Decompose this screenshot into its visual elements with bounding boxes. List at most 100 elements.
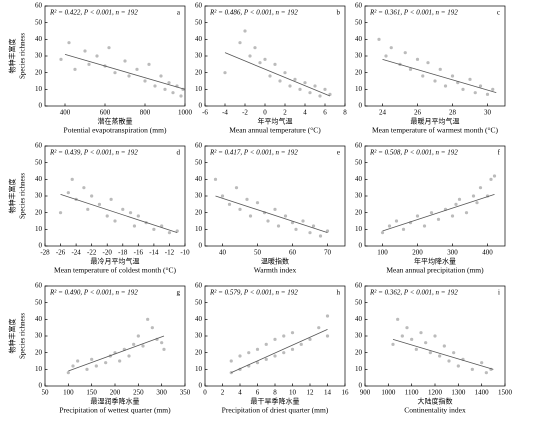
point: [136, 334, 140, 338]
y-tick-label: 50: [35, 158, 43, 166]
x-tick-label: 12: [307, 389, 315, 397]
point: [298, 87, 302, 91]
point: [160, 341, 164, 345]
point: [424, 341, 428, 345]
point: [308, 337, 312, 341]
y-tick-label: 20: [35, 68, 43, 76]
point: [325, 314, 330, 318]
point: [253, 46, 257, 50]
panel-letter: a: [177, 9, 181, 17]
y-tick-label: 50: [35, 18, 43, 26]
point: [104, 361, 108, 365]
x-label-zh: 最暖月平均气温: [411, 117, 460, 126]
point: [66, 371, 70, 375]
x-tick-label: -4: [222, 109, 228, 117]
y-tick-label: 40: [355, 35, 363, 43]
point: [229, 359, 233, 363]
point: [325, 334, 330, 338]
x-tick-label: -26: [56, 249, 66, 257]
point: [258, 61, 262, 65]
point: [464, 211, 469, 215]
point: [223, 71, 227, 75]
point: [71, 364, 75, 368]
plot-frame: [204, 145, 346, 247]
point: [468, 77, 472, 81]
x-label-en: Continentality index: [404, 406, 466, 415]
x-label-en: Warmth index: [254, 266, 297, 275]
point: [255, 361, 260, 365]
x-tick-label: 1400: [475, 389, 490, 397]
point: [389, 46, 393, 50]
point: [433, 79, 437, 83]
point: [150, 326, 154, 330]
x-tick-label: 300: [156, 389, 167, 397]
point: [491, 87, 495, 91]
point: [450, 74, 455, 78]
y-tick-label: 60: [35, 142, 43, 150]
x-tick-label: 10: [289, 389, 297, 397]
panel-letter: f: [498, 149, 501, 157]
point: [470, 367, 474, 371]
x-label-en: Mean annual temperature (°C): [229, 126, 321, 135]
x-tick-label: -20: [103, 249, 113, 257]
point: [276, 224, 281, 228]
point: [70, 177, 74, 181]
y-tick-label: 30: [195, 332, 203, 340]
x-tick-label: 800: [140, 109, 151, 117]
point: [426, 61, 430, 65]
y-label-zh: 物种丰富度: [8, 39, 17, 74]
fit-line: [231, 328, 328, 374]
point: [76, 359, 80, 363]
point: [415, 57, 420, 61]
point: [293, 77, 297, 81]
y-tick-label: 10: [195, 85, 203, 93]
y-tick-label: 50: [195, 158, 203, 166]
point: [141, 344, 145, 348]
point: [480, 361, 484, 365]
panel-letter: i: [498, 289, 500, 297]
y-tick-label: 20: [35, 208, 43, 216]
x-label-en: Precipitation of wettest quarter (mm): [59, 406, 171, 415]
x-tick-label: 8: [343, 109, 347, 117]
x-tick-label: 0: [263, 109, 267, 117]
x-tick-label: 1500: [498, 389, 513, 397]
y-tick-label: 60: [35, 282, 43, 290]
point: [410, 337, 414, 341]
fit-line: [68, 335, 165, 372]
point: [290, 347, 295, 351]
point: [263, 57, 267, 61]
x-tick-label: 100: [63, 389, 74, 397]
x-tick-label: 4: [238, 389, 242, 397]
point: [135, 67, 139, 71]
y-label-en: Species richness: [19, 33, 27, 79]
point: [283, 71, 287, 75]
x-tick-label: 200: [412, 249, 423, 257]
point: [109, 197, 113, 201]
y-label-en: Species richness: [19, 313, 27, 359]
x-tick-label: 200: [110, 389, 121, 397]
point: [290, 331, 295, 335]
x-tick-label: 900: [360, 389, 371, 397]
point: [377, 37, 381, 41]
point: [273, 207, 277, 211]
point: [454, 202, 458, 206]
point: [105, 214, 109, 218]
y-tick-label: 50: [355, 298, 363, 306]
point: [90, 194, 94, 198]
x-label-en: Precipitation of driest quarter (mm): [222, 406, 329, 415]
point: [107, 46, 111, 50]
y-tick-label: 10: [355, 225, 363, 233]
x-tick-label: 24: [379, 109, 387, 117]
point: [238, 207, 242, 211]
x-tick-label: 2: [283, 109, 287, 117]
point: [323, 87, 327, 91]
y-label-en: Species richness: [19, 173, 27, 219]
panel-letter: b: [337, 9, 341, 17]
x-tick-label: 30: [484, 109, 492, 117]
y-tick-label: 0: [199, 382, 203, 390]
point: [288, 84, 292, 88]
x-tick-label: 70: [324, 249, 332, 257]
point: [461, 87, 465, 91]
stats: R² = 0.486, P < 0.001, n = 192: [209, 9, 298, 17]
x-tick-label: 1000: [178, 109, 193, 117]
